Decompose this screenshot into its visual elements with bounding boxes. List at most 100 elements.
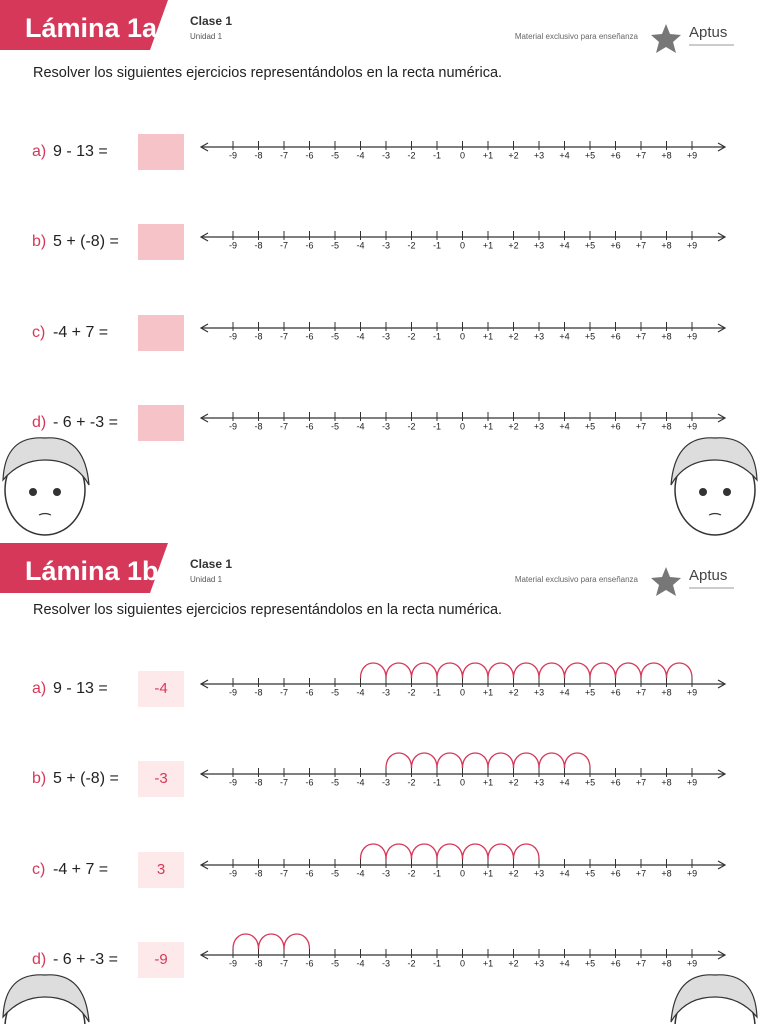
instruction: Resolver los siguientes ejercicios repre… bbox=[33, 602, 502, 618]
tick-label: -1 bbox=[433, 958, 441, 968]
tick-label: -4 bbox=[356, 240, 364, 250]
tick-label: +8 bbox=[661, 868, 671, 878]
tick-label: -7 bbox=[280, 331, 288, 341]
tick-label: -9 bbox=[229, 421, 237, 431]
tick-label: 0 bbox=[460, 777, 465, 787]
hair bbox=[670, 437, 758, 486]
jump-arc bbox=[461, 843, 489, 860]
tick-label: +6 bbox=[610, 331, 620, 341]
tick-label: -4 bbox=[356, 150, 364, 160]
tick-label: +6 bbox=[610, 958, 620, 968]
jump-arc bbox=[563, 662, 591, 679]
tick-label: -5 bbox=[331, 777, 339, 787]
tick-label: +2 bbox=[508, 331, 518, 341]
tick-label: +8 bbox=[661, 331, 671, 341]
jump-arc bbox=[538, 752, 566, 769]
tick-label: +7 bbox=[636, 777, 646, 787]
jump-arc bbox=[487, 662, 515, 679]
exercise-letter: c) bbox=[32, 324, 45, 341]
unidad: Unidad 1 bbox=[190, 575, 223, 584]
tick-label: 0 bbox=[460, 687, 465, 697]
exercise-expression: 9 - 13 = bbox=[53, 680, 108, 697]
tick-label: +4 bbox=[559, 150, 569, 160]
tick-label: -2 bbox=[407, 868, 415, 878]
tick-label: -3 bbox=[382, 958, 390, 968]
tick-label: +7 bbox=[636, 150, 646, 160]
exercise-expression: -4 + 7 = bbox=[53, 324, 108, 341]
material-note: Material exclusivo para enseñanza bbox=[515, 32, 639, 41]
jump-arc bbox=[436, 843, 464, 860]
tick-label: +2 bbox=[508, 958, 518, 968]
answer: 3 bbox=[157, 861, 165, 878]
jump-arc bbox=[436, 662, 464, 679]
tick-label: -1 bbox=[433, 777, 441, 787]
tick-label: -1 bbox=[433, 150, 441, 160]
tick-label: +6 bbox=[610, 777, 620, 787]
answer-box bbox=[138, 671, 184, 707]
tick-label: -4 bbox=[356, 687, 364, 697]
tick-label: +3 bbox=[534, 331, 544, 341]
tick-label: -7 bbox=[280, 868, 288, 878]
tick-label: -2 bbox=[407, 331, 415, 341]
tick-label: -6 bbox=[305, 687, 313, 697]
answer-box bbox=[138, 134, 184, 170]
tick-label: +7 bbox=[636, 421, 646, 431]
tick-label: -4 bbox=[356, 777, 364, 787]
tick-label: +4 bbox=[559, 868, 569, 878]
answer-box bbox=[138, 405, 184, 441]
tick-label: +6 bbox=[610, 240, 620, 250]
tick-label: -9 bbox=[229, 150, 237, 160]
tick-label: +5 bbox=[585, 240, 595, 250]
exercise-letter: d) bbox=[32, 951, 46, 968]
exercise-letter: c) bbox=[32, 861, 45, 878]
tick-label: -3 bbox=[382, 421, 390, 431]
tick-label: -9 bbox=[229, 331, 237, 341]
tick-label: +8 bbox=[661, 687, 671, 697]
tick-label: -7 bbox=[280, 687, 288, 697]
tick-label: +9 bbox=[687, 777, 697, 787]
sheet-title: Lámina 1b bbox=[25, 556, 159, 586]
tick-label: -4 bbox=[356, 331, 364, 341]
tick-label: +9 bbox=[687, 868, 697, 878]
tick-label: +6 bbox=[610, 868, 620, 878]
brand: Aptus bbox=[689, 567, 727, 584]
jump-arc bbox=[512, 752, 540, 769]
unidad: Unidad 1 bbox=[190, 32, 223, 41]
tick-label: +7 bbox=[636, 331, 646, 341]
tick-label: +7 bbox=[636, 687, 646, 697]
jump-arc bbox=[436, 752, 464, 769]
tick-label: 0 bbox=[460, 421, 465, 431]
tick-label: -8 bbox=[254, 868, 262, 878]
material-note: Material exclusivo para enseñanza bbox=[515, 575, 639, 584]
jump-arc bbox=[385, 752, 413, 769]
tick-label: +3 bbox=[534, 958, 544, 968]
eye bbox=[699, 488, 707, 496]
exercise-expression: 5 + (-8) = bbox=[53, 770, 119, 787]
illustration bbox=[2, 437, 90, 536]
exercise-expression: - 6 + -3 = bbox=[53, 414, 118, 431]
jump-arc bbox=[461, 662, 489, 679]
tick-label: -1 bbox=[433, 868, 441, 878]
tick-label: -9 bbox=[229, 240, 237, 250]
arrow-left bbox=[199, 232, 209, 242]
jump-arc bbox=[614, 662, 642, 679]
arrow-right bbox=[717, 413, 727, 423]
tick-label: +2 bbox=[508, 868, 518, 878]
tick-label: -1 bbox=[433, 331, 441, 341]
tick-label: +2 bbox=[508, 687, 518, 697]
title-banner bbox=[0, 543, 168, 593]
exercise-letter: a) bbox=[32, 680, 46, 697]
tick-label: +3 bbox=[534, 777, 544, 787]
tick-label: -3 bbox=[382, 868, 390, 878]
tick-label: +8 bbox=[661, 150, 671, 160]
tick-label: -1 bbox=[433, 240, 441, 250]
tick-label: +7 bbox=[636, 240, 646, 250]
tick-label: +1 bbox=[483, 150, 493, 160]
tick-label: +8 bbox=[661, 777, 671, 787]
tick-label: -8 bbox=[254, 687, 262, 697]
tick-label: +9 bbox=[687, 150, 697, 160]
mouth bbox=[708, 512, 722, 516]
tick-label: +6 bbox=[610, 150, 620, 160]
